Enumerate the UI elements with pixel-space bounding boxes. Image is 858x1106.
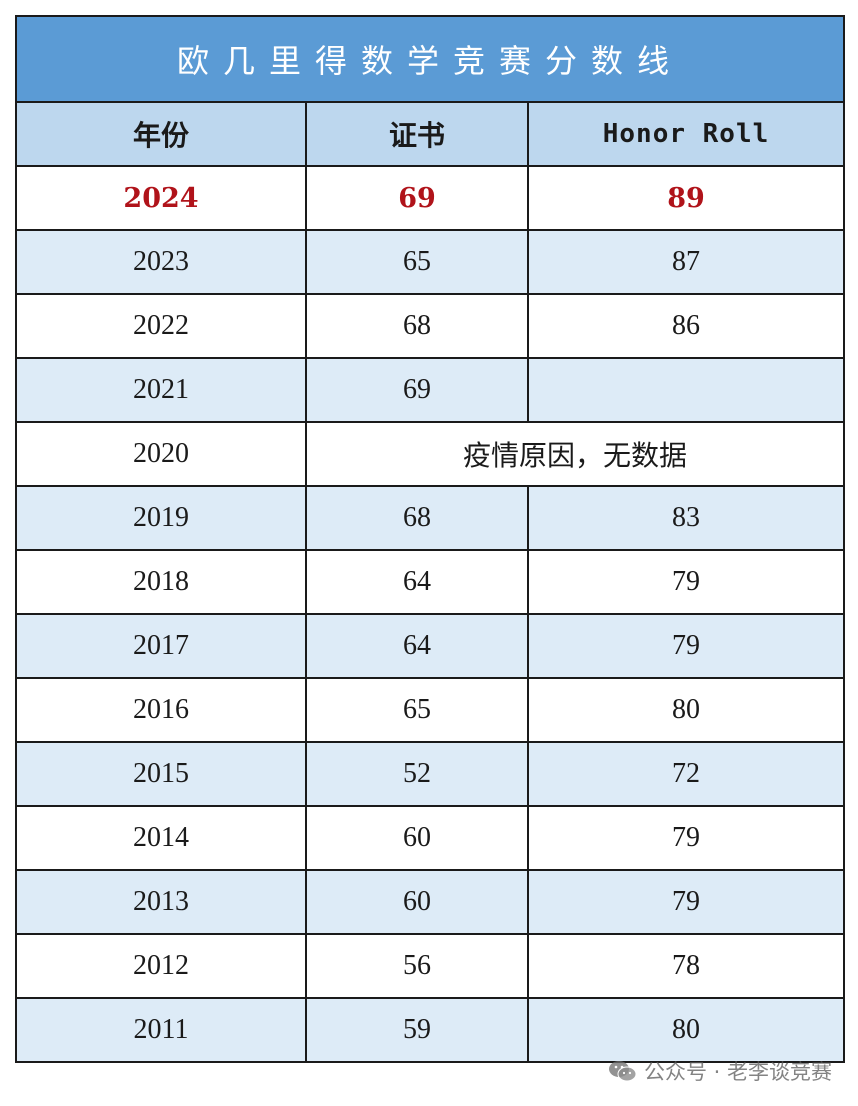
table-row: 2012 56 78 bbox=[15, 933, 846, 999]
cell-certificate: 65 bbox=[305, 677, 529, 743]
cell-certificate: 52 bbox=[305, 741, 529, 807]
cell-honor-roll: 83 bbox=[526, 485, 846, 551]
cell-year: 2012 bbox=[15, 933, 307, 999]
cell-year: 2013 bbox=[15, 869, 307, 935]
table-row: 2014 60 79 bbox=[15, 805, 846, 871]
table-row: 2019 68 83 bbox=[15, 485, 846, 551]
cell-honor-roll: 89 bbox=[526, 165, 846, 231]
table-row: 2023 65 87 bbox=[15, 229, 846, 295]
cell-certificate: 56 bbox=[305, 933, 529, 999]
cell-certificate: 69 bbox=[305, 165, 529, 231]
cell-year: 2014 bbox=[15, 805, 307, 871]
cell-honor-roll: 80 bbox=[526, 677, 846, 743]
cell-year: 2024 bbox=[15, 165, 307, 231]
table-row: 2016 65 80 bbox=[15, 677, 846, 743]
cell-honor-roll: 80 bbox=[526, 997, 846, 1063]
cell-honor-roll: 79 bbox=[526, 549, 846, 615]
cell-year: 2018 bbox=[15, 549, 307, 615]
score-table: 欧几里得数学竞赛分数线 年份 证书 Honor Roll 2024 69 89 … bbox=[14, 15, 846, 1063]
cell-honor-roll: 79 bbox=[526, 613, 846, 679]
table-title-row: 欧几里得数学竞赛分数线 bbox=[14, 15, 846, 103]
cell-year: 2011 bbox=[15, 997, 307, 1063]
watermark: 公众号 · 老李谈竞赛 bbox=[608, 1056, 832, 1086]
cell-certificate: 65 bbox=[305, 229, 529, 295]
cell-year: 2016 bbox=[15, 677, 307, 743]
cell-certificate: 68 bbox=[305, 293, 529, 359]
table-row: 2021 69 bbox=[15, 357, 846, 423]
cell-certificate: 69 bbox=[305, 357, 529, 423]
header-certificate: 证书 bbox=[305, 101, 529, 167]
cell-honor-roll: 72 bbox=[526, 741, 846, 807]
cell-year: 2023 bbox=[15, 229, 307, 295]
cell-year: 2020 bbox=[15, 421, 307, 487]
cell-year: 2019 bbox=[15, 485, 307, 551]
cell-certificate: 59 bbox=[305, 997, 529, 1063]
cell-year: 2015 bbox=[15, 741, 307, 807]
table-row: 2013 60 79 bbox=[15, 869, 846, 935]
table-row: 2024 69 89 bbox=[15, 165, 846, 231]
table-row: 2011 59 80 bbox=[15, 997, 846, 1063]
score-table-container: 欧几里得数学竞赛分数线 年份 证书 Honor Roll 2024 69 89 … bbox=[14, 15, 846, 1063]
table-row: 2020 疫情原因，无数据 bbox=[15, 421, 846, 487]
cell-honor-roll: 78 bbox=[526, 933, 846, 999]
table-row: 2022 68 86 bbox=[15, 293, 846, 359]
cell-honor-roll bbox=[526, 357, 846, 423]
cell-certificate: 68 bbox=[305, 485, 529, 551]
cell-certificate: 64 bbox=[305, 549, 529, 615]
header-year: 年份 bbox=[15, 101, 307, 167]
cell-certificate: 64 bbox=[305, 613, 529, 679]
wechat-icon bbox=[608, 1061, 637, 1082]
watermark-text: 公众号 · 老李谈竞赛 bbox=[643, 1060, 832, 1084]
cell-year: 2022 bbox=[15, 293, 307, 359]
cell-honor-roll: 79 bbox=[526, 805, 846, 871]
cell-year: 2017 bbox=[15, 613, 307, 679]
cell-honor-roll: 87 bbox=[526, 229, 846, 295]
cell-honor-roll: 86 bbox=[526, 293, 846, 359]
cell-note: 疫情原因，无数据 bbox=[304, 421, 846, 487]
table-header-row: 年份 证书 Honor Roll bbox=[15, 101, 846, 167]
table-row: 2015 52 72 bbox=[15, 741, 846, 807]
cell-certificate: 60 bbox=[305, 805, 529, 871]
cell-year: 2021 bbox=[15, 357, 307, 423]
table-title: 欧几里得数学竞赛分数线 bbox=[14, 15, 846, 103]
table-body: 2024 69 89 2023 65 87 2022 68 86 2021 69… bbox=[15, 165, 846, 1063]
table-row: 2018 64 79 bbox=[15, 549, 846, 615]
header-honor-roll: Honor Roll bbox=[526, 101, 846, 167]
table-row: 2017 64 79 bbox=[15, 613, 846, 679]
cell-honor-roll: 79 bbox=[526, 869, 846, 935]
cell-certificate: 60 bbox=[305, 869, 529, 935]
